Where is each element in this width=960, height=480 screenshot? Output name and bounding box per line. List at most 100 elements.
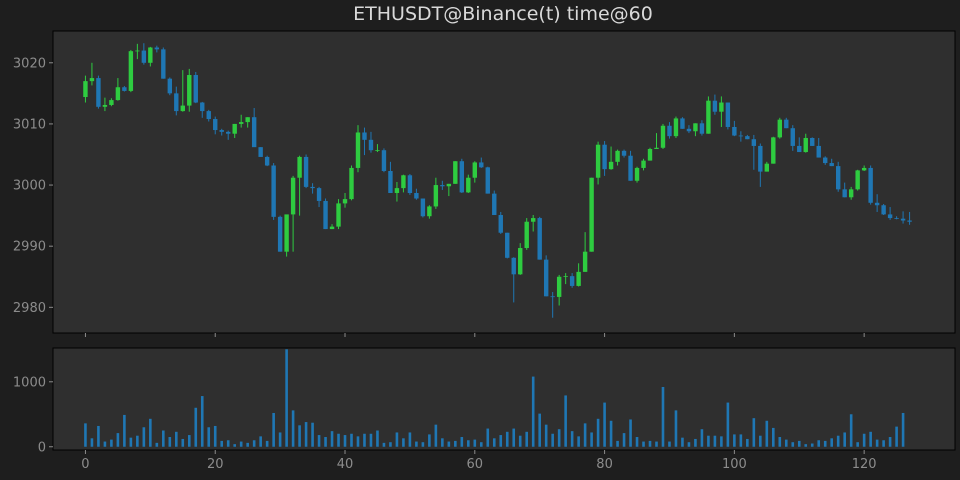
candle-body <box>706 100 711 134</box>
candle <box>407 174 413 195</box>
candle-body <box>200 102 205 112</box>
candle <box>420 198 426 218</box>
volume-bar <box>544 424 548 447</box>
candle-body <box>258 147 263 157</box>
candle-body <box>232 123 237 134</box>
candle <box>109 98 114 107</box>
candle-body <box>835 166 841 190</box>
candle-body <box>180 105 185 112</box>
volume-bar <box>447 441 451 447</box>
candle-body <box>777 119 782 138</box>
candle-body <box>161 49 166 79</box>
candle <box>861 165 867 171</box>
volume-bar <box>337 433 340 447</box>
candle-body <box>264 156 270 166</box>
volume-bar <box>849 414 853 447</box>
volume-bar <box>752 418 756 447</box>
candle-body <box>206 111 211 120</box>
candlestick-series <box>83 43 912 318</box>
volume-bar <box>759 435 762 447</box>
candle <box>816 137 821 158</box>
volume-panel: 0 1000 0 20 40 60 80 100 120 <box>13 347 956 472</box>
candle <box>764 161 770 172</box>
volume-bar <box>252 440 256 447</box>
volume-bar <box>823 440 827 447</box>
candle <box>550 292 555 318</box>
candle <box>388 161 393 194</box>
candle <box>673 116 679 138</box>
volume-bar <box>726 402 730 447</box>
candle <box>200 101 205 118</box>
candle <box>745 134 750 140</box>
price-axis: 2980 2990 3000 3010 3020 <box>13 56 53 316</box>
candle-body <box>563 276 568 277</box>
candle <box>511 257 516 303</box>
candle <box>647 147 653 161</box>
candle-body <box>758 145 763 172</box>
candle <box>316 186 322 208</box>
candle <box>518 243 523 275</box>
candle-body <box>628 155 633 181</box>
volume-bar <box>668 441 671 447</box>
volume-bar <box>687 442 691 447</box>
candle-body <box>466 177 471 193</box>
candle-body <box>115 87 121 101</box>
candle <box>102 97 108 112</box>
candle-body <box>719 102 724 112</box>
volume-bar <box>856 442 859 447</box>
volume-bar <box>298 425 301 447</box>
candle-body <box>238 122 244 124</box>
volume-bar <box>694 438 697 447</box>
candle-body <box>128 51 134 91</box>
volume-bar <box>713 435 717 447</box>
candle-body <box>174 93 179 112</box>
candle <box>641 158 646 171</box>
candle-body <box>407 175 413 194</box>
candle <box>881 204 886 216</box>
candle <box>297 155 302 216</box>
candle-body <box>446 183 452 187</box>
candle <box>738 131 744 142</box>
candle <box>887 207 893 220</box>
volume-bar <box>901 412 905 447</box>
candle <box>128 49 134 93</box>
candle-body <box>167 78 173 94</box>
candle <box>96 75 101 109</box>
volume-bar <box>291 410 295 447</box>
candle-body <box>615 150 620 162</box>
volume-bar <box>895 426 898 447</box>
candle-body <box>518 248 523 275</box>
volume-bar <box>103 441 107 447</box>
candle <box>732 120 737 137</box>
volume-bar <box>830 438 834 447</box>
candle-body <box>193 75 198 103</box>
candle-body <box>699 123 705 134</box>
candle <box>621 149 627 158</box>
volume-bar <box>356 436 360 447</box>
candle <box>823 156 828 165</box>
candle <box>336 199 341 230</box>
candle-body <box>83 81 88 98</box>
candle <box>680 117 685 129</box>
candle <box>122 86 127 92</box>
candle <box>161 47 166 79</box>
candle-body <box>861 167 867 171</box>
volume-bar <box>551 433 554 447</box>
candle-body <box>401 175 406 189</box>
candle-body <box>505 232 510 258</box>
volume-bar <box>272 412 275 447</box>
candle-body <box>654 147 659 149</box>
candle <box>375 144 380 153</box>
volume-bar <box>635 437 639 447</box>
candle-body <box>810 137 815 146</box>
volume-bar <box>207 427 211 447</box>
volume-bar <box>661 386 665 447</box>
volume-bar <box>603 402 606 447</box>
candle <box>706 96 711 134</box>
candle <box>446 183 452 197</box>
candle <box>453 161 458 184</box>
volume-bar <box>817 440 821 447</box>
candle-body <box>310 186 315 189</box>
candle <box>537 216 542 260</box>
candle-body <box>316 188 322 201</box>
